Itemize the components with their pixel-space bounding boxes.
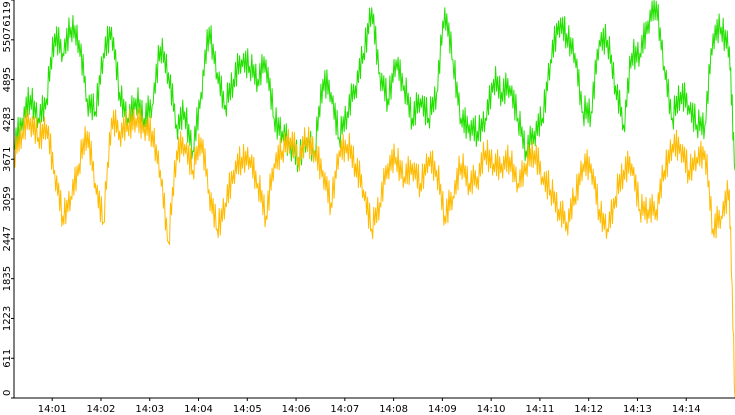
x-tick-label: 14:13 [623,404,652,415]
series-line-2 [13,107,735,399]
y-tick-label: 5507 [2,27,13,52]
x-tick-label: 14:08 [379,404,408,415]
y-tick-label: 611 [2,349,13,368]
series-line-1 [13,0,735,173]
y-tick-label: 2447 [2,226,13,251]
y-tick-label: 4283 [2,107,13,132]
y-tick-label: 1223 [2,306,13,331]
x-tick-label: 14:03 [135,404,164,415]
y-tick-label: 0 [2,390,13,396]
y-tick-label: 3059 [2,186,13,211]
x-tick-label: 14:10 [477,404,506,415]
x-tick-label: 14:12 [574,404,603,415]
x-tick-label: 14:01 [38,404,67,415]
x-tick-label: 14:14 [672,404,701,415]
x-tick-label: 14:06 [282,404,311,415]
x-tick-label: 14:09 [428,404,457,415]
x-tick-label: 14:11 [526,404,555,415]
x-tick-label: 14:04 [184,404,213,415]
x-axis-ticks: 14:01 14:02 14:03 14:04 14:05 14:06 14:07 14:08… [38,398,701,415]
x-tick-label: 14:02 [87,404,116,415]
y-tick-label: 4895 [2,67,13,92]
y-tick-label: 3671 [2,146,13,171]
x-tick-label: 14:05 [233,404,262,415]
y-tick-label: 6119 [2,1,13,26]
series-layer [13,0,735,399]
y-tick-label: 1835 [2,266,13,291]
x-tick-label: 14:07 [330,404,359,415]
